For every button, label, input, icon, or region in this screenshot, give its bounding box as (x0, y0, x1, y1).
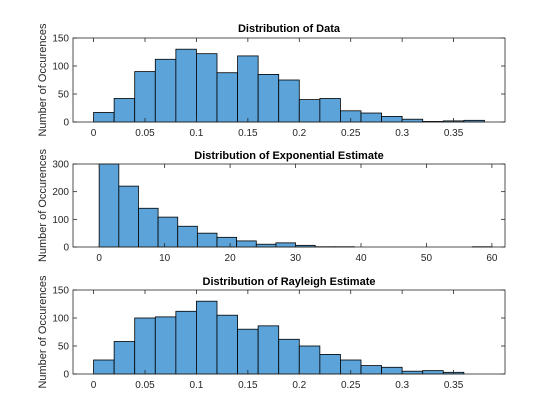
histogram-bar (134, 317, 156, 375)
panel-title: Distribution of Data (238, 23, 341, 35)
histogram-bar (154, 316, 177, 375)
panel-data-distribution: 0 0.05 0.1 0.15 0.2 0.25 0.3 0.35 0 50 100 150 Distr… (37, 23, 506, 139)
x-tick-label: 0.15 (238, 380, 258, 391)
y-tick-label: 0 (63, 243, 69, 254)
histogram-bar (401, 118, 424, 123)
x-tick-label: 40 (355, 253, 367, 264)
x-tick-label: 0.2 (292, 128, 306, 139)
histogram-bar (175, 310, 197, 375)
y-tick-label: 200 (52, 187, 69, 198)
histogram-bar (381, 116, 403, 123)
x-tick-label: 0.05 (135, 128, 155, 139)
panel-title: Distribution of Rayleigh Estimate (203, 276, 376, 288)
y-tick-label: 150 (52, 286, 69, 297)
histogram-bar (298, 345, 321, 375)
histogram-bar (93, 112, 115, 123)
histogram-bar (237, 328, 259, 375)
histogram-bar (319, 98, 341, 123)
histogram-bar (275, 242, 296, 248)
y-tick-label: 300 (52, 160, 69, 171)
x-tick-label: 0 (96, 253, 102, 264)
histogram-bar (93, 359, 115, 375)
y-tick-label: 50 (58, 90, 70, 101)
x-tick-label: 0.1 (189, 380, 203, 391)
histogram-bar (216, 72, 238, 123)
histogram-bar (401, 370, 424, 375)
x-tick-label: 0.3 (395, 380, 409, 391)
histogram-bar (196, 232, 218, 248)
histogram-bar (236, 240, 257, 248)
histogram-bar (154, 58, 177, 123)
histogram-bar (257, 74, 280, 123)
histogram-bar (98, 163, 120, 248)
x-tick-label: 10 (159, 253, 171, 264)
histogram-bar (298, 99, 321, 123)
y-axis-label: Number of Occurences (37, 275, 49, 389)
histogram-bar (278, 79, 300, 123)
x-tick-label: 0.25 (341, 128, 361, 139)
histogram-bar (157, 216, 179, 248)
histogram-bar (216, 236, 238, 248)
axes-box (72, 37, 506, 123)
histogram-bar (360, 112, 382, 123)
axes-box (72, 163, 506, 248)
x-tick-label: 0 (91, 380, 97, 391)
histogram-bar (255, 243, 277, 248)
panel-exponential-estimate: 0 10 20 30 40 50 60 0 100 200 300 Distribution of E… (37, 148, 506, 264)
y-tick-label: 150 (52, 34, 69, 45)
x-tick-label: 0.1 (189, 128, 203, 139)
x-tick-label: 60 (486, 253, 498, 264)
x-tick-label: 0.2 (292, 380, 306, 391)
y-tick-label: 100 (52, 215, 69, 226)
histogram-bar (113, 341, 136, 375)
histogram-bar (422, 370, 444, 375)
x-tick-label: 0.05 (135, 380, 155, 391)
histogram-bar (175, 48, 197, 123)
histogram-bar (237, 55, 259, 123)
x-tick-label: 30 (290, 253, 302, 264)
x-tick-label: 50 (421, 253, 433, 264)
y-tick-label: 0 (63, 118, 69, 129)
y-tick-label: 100 (52, 62, 69, 73)
y-tick-label: 50 (58, 342, 70, 353)
histogram-bar (196, 53, 218, 123)
y-axis-label: Number of Occurences (37, 23, 49, 137)
y-axis-label: Number of Occurences (37, 148, 49, 262)
histogram-bar (113, 98, 136, 123)
x-tick-label: 0.25 (341, 380, 361, 391)
histogram-bar (138, 207, 159, 248)
histogram-bar (381, 366, 403, 375)
panel-title: Distribution of Exponential Estimate (194, 150, 383, 162)
histogram-bar (319, 353, 341, 375)
panel-rayleigh-estimate: 0 0.05 0.1 0.15 0.2 0.25 0.3 0.35 0 50 100 150 Distr… (37, 275, 506, 391)
x-tick-label: 0.35 (444, 128, 464, 139)
x-tick-label: 0.35 (444, 380, 464, 391)
histogram-bar (177, 225, 198, 248)
y-tick-label: 100 (52, 314, 69, 325)
histogram-bar (118, 185, 139, 248)
histogram-bar (216, 314, 238, 375)
histogram-bar (360, 365, 382, 375)
x-tick-label: 0.3 (395, 128, 409, 139)
histogram-bar (278, 338, 300, 375)
axes-box (72, 289, 506, 375)
y-tick-label: 0 (63, 370, 69, 381)
x-tick-label: 0 (91, 128, 97, 139)
histogram-bar (257, 325, 280, 375)
x-tick-label: 0.15 (238, 128, 258, 139)
x-tick-label: 20 (225, 253, 237, 264)
histogram-bar (196, 300, 218, 375)
histogram-bar (134, 71, 156, 123)
